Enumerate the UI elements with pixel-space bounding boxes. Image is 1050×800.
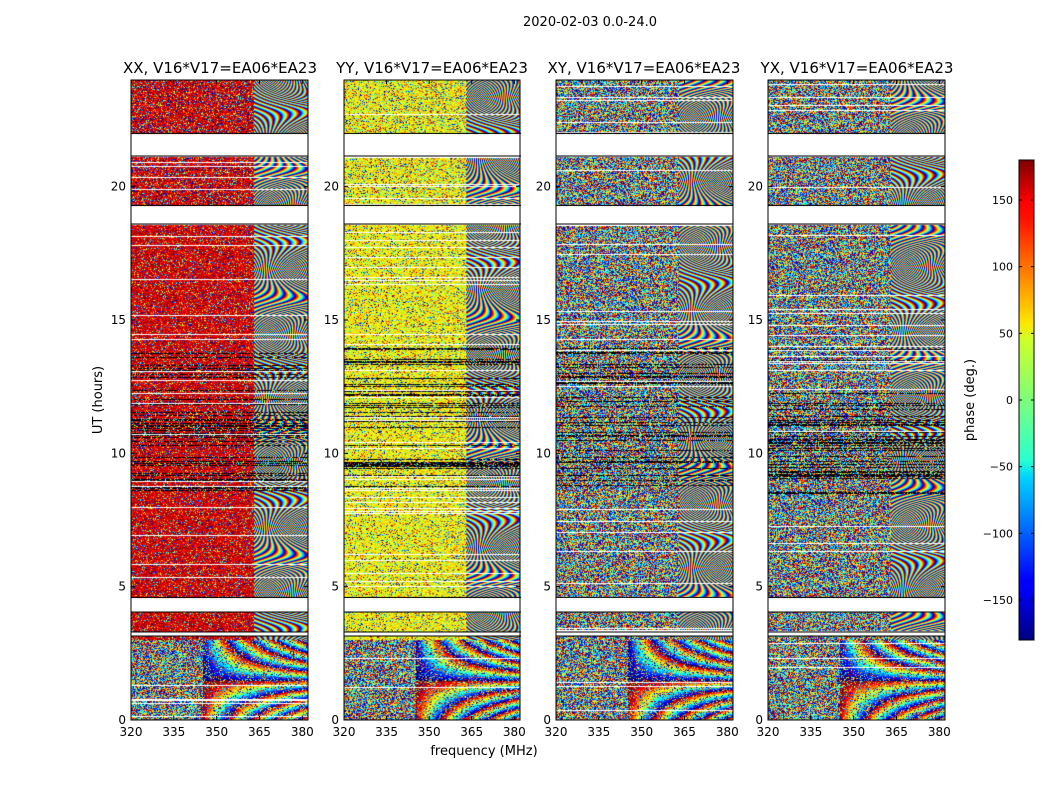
colorbar-tick-label: 100 bbox=[992, 261, 1013, 274]
colorbar-tick-label: −50 bbox=[990, 461, 1013, 474]
y-tick-label: 20 bbox=[111, 180, 126, 194]
x-tick-label: 380 bbox=[503, 725, 526, 739]
colorbar-ticks: 150 100 50 0 −50 −100 −150 bbox=[983, 194, 1034, 607]
y-tick-label: 5 bbox=[543, 580, 551, 594]
y-axis-yx: 0 5 10 15 20 bbox=[748, 180, 945, 727]
y-tick-label: 15 bbox=[748, 313, 763, 327]
x-tick-label: 335 bbox=[375, 725, 398, 739]
panel-title-yy: YY, V16*V17=EA06*EA23 bbox=[335, 59, 528, 77]
heatmap-yx bbox=[768, 80, 945, 720]
y-axis-xy: 0 5 10 15 20 bbox=[536, 180, 733, 727]
x-tick-label: 320 bbox=[120, 725, 143, 739]
y-tick-label: 5 bbox=[118, 580, 126, 594]
x-axis-xx: 320 335 350 365 380 bbox=[120, 80, 314, 739]
x-axis-yy: 320 335 350 365 380 bbox=[333, 80, 526, 739]
y-tick-label: 5 bbox=[755, 580, 763, 594]
x-tick-label: 380 bbox=[291, 725, 314, 739]
y-tick-label: 10 bbox=[111, 446, 126, 460]
x-tick-label: 350 bbox=[842, 725, 865, 739]
heatmap-xx bbox=[131, 80, 308, 720]
y-axis-xx: 0 5 10 15 20 bbox=[111, 180, 308, 727]
x-tick-label: 335 bbox=[799, 725, 822, 739]
x-axis-label: frequency (MHz) bbox=[430, 744, 537, 759]
y-tick-label: 15 bbox=[536, 313, 551, 327]
y-tick-label: 20 bbox=[324, 180, 339, 194]
x-tick-label: 365 bbox=[885, 725, 908, 739]
plot-frame-xx bbox=[130, 79, 309, 721]
x-tick-label: 365 bbox=[248, 725, 271, 739]
x-axis-yx: 320 335 350 365 380 bbox=[757, 80, 951, 739]
y-tick-label: 15 bbox=[111, 313, 126, 327]
colorbar-label: phase (deg.) bbox=[963, 359, 978, 441]
colorbar-tick-label: −100 bbox=[983, 527, 1013, 540]
x-tick-label: 350 bbox=[205, 725, 228, 739]
y-tick-label: 0 bbox=[755, 713, 763, 727]
y-tick-label: 20 bbox=[536, 180, 551, 194]
x-tick-label: 350 bbox=[630, 725, 653, 739]
plot-frame-xy bbox=[555, 79, 734, 721]
x-tick-label: 365 bbox=[673, 725, 696, 739]
plot-frame-yx bbox=[767, 79, 946, 721]
heatmap-xy bbox=[556, 80, 733, 720]
y-tick-label: 10 bbox=[536, 446, 551, 460]
x-tick-label: 350 bbox=[418, 725, 441, 739]
x-tick-label: 335 bbox=[587, 725, 610, 739]
y-tick-label: 15 bbox=[324, 313, 339, 327]
colorbar-tick-label: −150 bbox=[983, 594, 1013, 607]
y-axis-label: UT (hours) bbox=[91, 366, 106, 434]
colorbar-tick-label: 150 bbox=[992, 194, 1013, 207]
y-tick-label: 0 bbox=[543, 713, 551, 727]
y-tick-label: 0 bbox=[118, 713, 126, 727]
x-tick-label: 320 bbox=[757, 725, 780, 739]
x-tick-label: 320 bbox=[545, 725, 568, 739]
panel-yx: YX, V16*V17=EA06*EA23 320 335 350 365 380 0 5… bbox=[748, 59, 954, 739]
x-tick-label: 320 bbox=[333, 725, 356, 739]
y-axis-yy: 0 5 10 15 20 bbox=[324, 180, 520, 727]
panel-xy: XY, V16*V17=EA06*EA23 320 335 350 365 380 0 5… bbox=[536, 59, 741, 739]
x-tick-label: 335 bbox=[162, 725, 185, 739]
panel-title-xy: XY, V16*V17=EA06*EA23 bbox=[548, 59, 741, 77]
panel-title-xx: XX, V16*V17=EA06*EA23 bbox=[123, 59, 317, 77]
panel-yy: YY, V16*V17=EA06*EA23 320 335 350 365 380 0 5… bbox=[324, 59, 528, 739]
y-tick-label: 5 bbox=[331, 580, 339, 594]
panel-title-yx: YX, V16*V17=EA06*EA23 bbox=[760, 59, 954, 77]
y-tick-label: 0 bbox=[331, 713, 339, 727]
colorbar-tick-label: 0 bbox=[1006, 394, 1013, 407]
x-axis-xy: 320 335 350 365 380 bbox=[545, 80, 739, 739]
y-tick-label: 10 bbox=[748, 446, 763, 460]
figure-title: 2020-02-03 0.0-24.0 bbox=[523, 15, 657, 30]
colorbar: 150 100 50 0 −50 −100 −150 phase (deg.) bbox=[963, 159, 1035, 641]
heatmap-yy bbox=[344, 80, 520, 720]
plot-frame-yy bbox=[343, 79, 521, 721]
panel-xx: XX, V16*V17=EA06*EA23 320 335 350 365 380 0 5… bbox=[111, 59, 317, 739]
colorbar-tick-label: 50 bbox=[999, 327, 1013, 340]
x-tick-label: 380 bbox=[716, 725, 739, 739]
y-tick-label: 20 bbox=[748, 180, 763, 194]
x-tick-label: 380 bbox=[928, 725, 951, 739]
x-tick-label: 365 bbox=[460, 725, 483, 739]
y-tick-label: 10 bbox=[324, 446, 339, 460]
